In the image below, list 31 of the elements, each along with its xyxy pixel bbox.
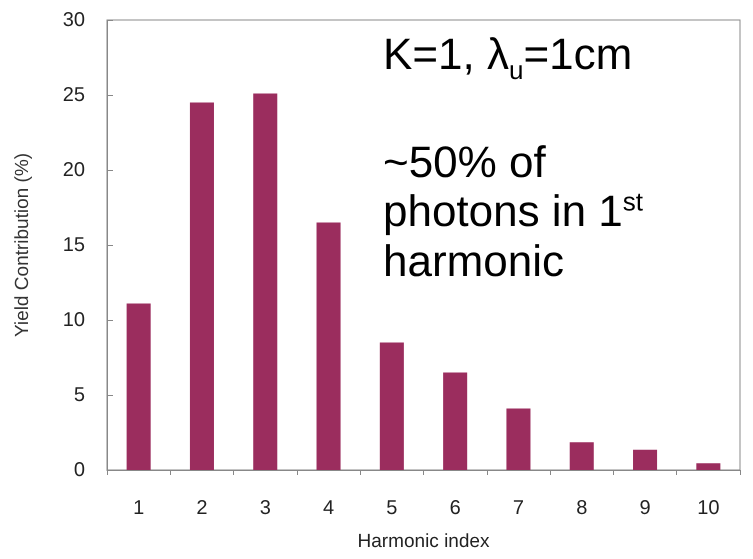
bar — [126, 304, 151, 470]
y-tick-label: 25 — [62, 84, 85, 106]
y-tick-label: 20 — [62, 159, 85, 181]
bar — [696, 463, 720, 470]
x-tick-label: 10 — [697, 497, 720, 519]
x-tick-label: 3 — [260, 497, 271, 519]
bar — [253, 94, 278, 470]
y-tick-label: 10 — [62, 309, 85, 331]
x-tick-label: 7 — [512, 497, 524, 519]
bar — [633, 450, 658, 470]
x-tick-label: 5 — [386, 497, 398, 519]
x-tick-label: 4 — [322, 497, 334, 519]
x-tick-label: 6 — [450, 497, 461, 519]
x-tick-label: 9 — [639, 497, 651, 519]
bar — [570, 442, 594, 470]
x-tick-label: 8 — [576, 497, 588, 519]
bar — [190, 102, 214, 470]
y-axis-title: Yield Contribution (%) — [12, 152, 33, 338]
y-tick-label: 30 — [62, 9, 85, 31]
bar — [506, 408, 530, 470]
x-tick-label: 2 — [196, 497, 208, 519]
y-tick-label: 0 — [74, 459, 85, 481]
x-tick-label: 1 — [133, 497, 144, 519]
y-tick-label: 15 — [62, 234, 85, 256]
bar — [316, 222, 341, 470]
y-tick-label: 5 — [74, 384, 85, 406]
annotation: K=1, λ$_{u}$=1cm — [383, 30, 634, 85]
text: ~50% of photons in 1$^{st}$ harmonic — [383, 138, 643, 286]
x-axis-title: Harmonic index — [358, 531, 490, 552]
bar — [443, 372, 468, 470]
bar — [380, 342, 404, 470]
